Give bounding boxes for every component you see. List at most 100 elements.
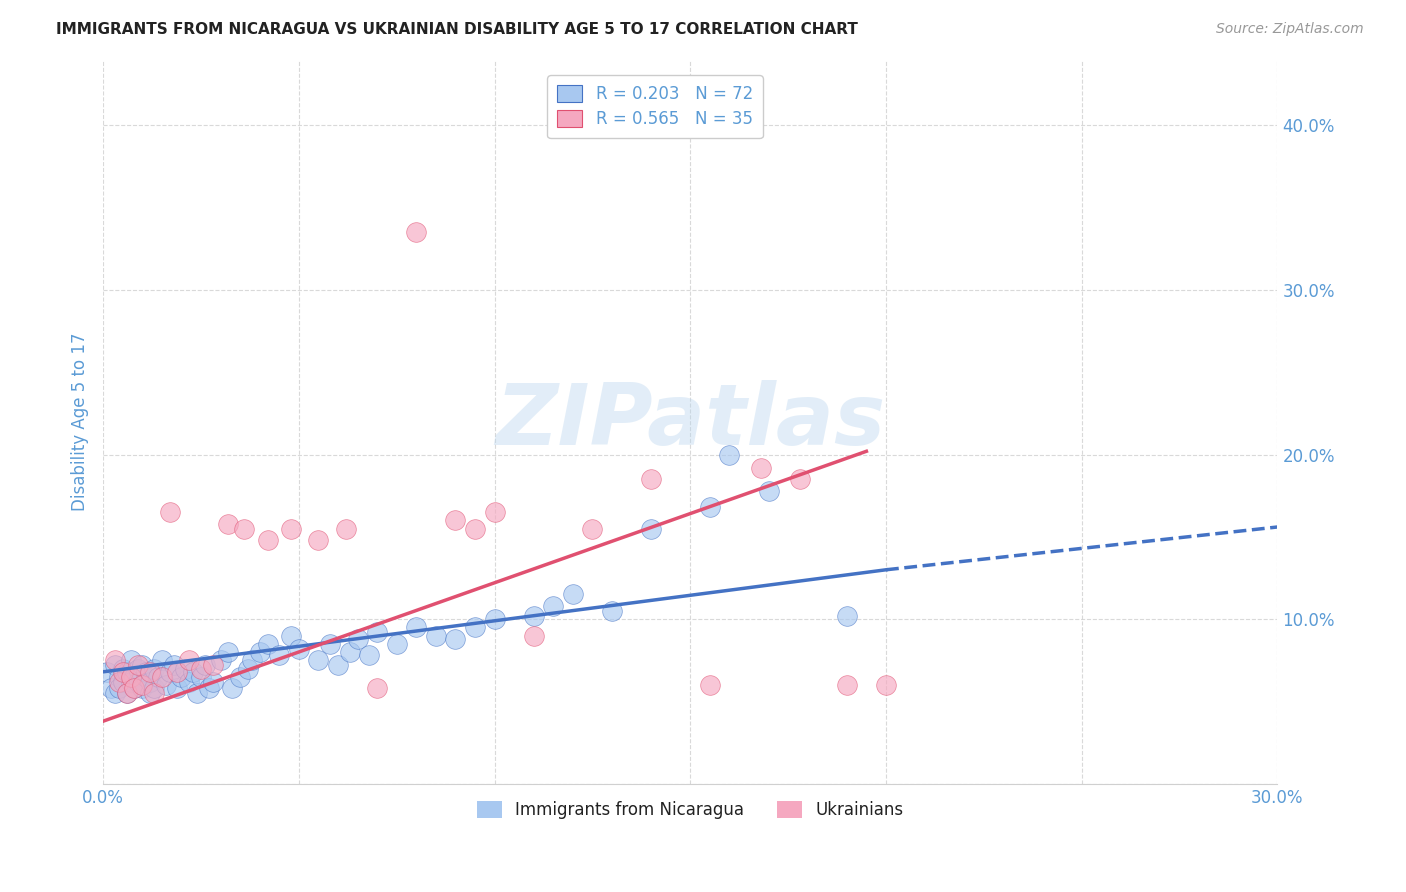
Point <box>640 522 662 536</box>
Point <box>179 653 201 667</box>
Point <box>217 516 239 531</box>
Point <box>115 665 138 679</box>
Point <box>162 658 184 673</box>
Point <box>835 608 858 623</box>
Point <box>444 632 467 646</box>
Point <box>366 681 388 696</box>
Point <box>464 522 486 536</box>
Point <box>288 641 311 656</box>
Text: Source: ZipAtlas.com: Source: ZipAtlas.com <box>1216 22 1364 37</box>
Point <box>484 612 506 626</box>
Point <box>256 533 278 548</box>
Point <box>131 658 153 673</box>
Point <box>233 522 256 536</box>
Point <box>249 645 271 659</box>
Point <box>143 661 166 675</box>
Point <box>135 665 157 679</box>
Point <box>100 681 122 696</box>
Point <box>155 678 177 692</box>
Point <box>104 686 127 700</box>
Point <box>699 500 721 515</box>
Point <box>139 674 162 689</box>
Legend: Immigrants from Nicaragua, Ukrainians: Immigrants from Nicaragua, Ukrainians <box>470 795 911 826</box>
Point <box>464 620 486 634</box>
Point <box>405 620 427 634</box>
Point <box>120 653 142 667</box>
Point <box>444 513 467 527</box>
Text: ZIPatlas: ZIPatlas <box>495 380 886 463</box>
Point <box>181 665 204 679</box>
Point <box>190 670 212 684</box>
Point <box>124 681 146 696</box>
Point <box>150 670 173 684</box>
Point <box>127 674 149 689</box>
Point <box>385 637 408 651</box>
Point <box>159 505 181 519</box>
Point <box>107 681 129 696</box>
Point <box>240 653 263 667</box>
Point <box>319 637 342 651</box>
Point <box>124 681 146 696</box>
Point <box>115 686 138 700</box>
Point <box>523 608 546 623</box>
Point <box>96 665 118 679</box>
Point <box>135 670 157 684</box>
Point <box>127 661 149 675</box>
Point <box>229 670 252 684</box>
Point <box>111 674 134 689</box>
Point <box>339 645 361 659</box>
Point <box>217 645 239 659</box>
Point <box>758 483 780 498</box>
Point <box>179 674 201 689</box>
Point <box>120 670 142 684</box>
Point <box>146 670 169 684</box>
Point <box>115 686 138 700</box>
Point <box>326 658 349 673</box>
Point <box>166 681 188 696</box>
Point <box>124 670 146 684</box>
Point <box>359 648 381 663</box>
Point <box>139 686 162 700</box>
Point <box>749 460 772 475</box>
Point <box>107 670 129 684</box>
Point <box>405 226 427 240</box>
Point <box>221 681 243 696</box>
Point <box>174 661 197 675</box>
Point <box>111 665 134 679</box>
Point <box>307 533 329 548</box>
Point <box>159 665 181 679</box>
Point <box>280 522 302 536</box>
Point <box>170 670 193 684</box>
Point <box>111 661 134 675</box>
Text: IMMIGRANTS FROM NICARAGUA VS UKRAINIAN DISABILITY AGE 5 TO 17 CORRELATION CHART: IMMIGRANTS FROM NICARAGUA VS UKRAINIAN D… <box>56 22 858 37</box>
Point <box>835 678 858 692</box>
Point <box>269 648 291 663</box>
Point <box>198 681 221 696</box>
Point <box>600 604 623 618</box>
Point <box>104 658 127 673</box>
Point <box>120 674 142 689</box>
Point <box>581 522 603 536</box>
Point <box>127 658 149 673</box>
Y-axis label: Disability Age 5 to 17: Disability Age 5 to 17 <box>72 333 89 511</box>
Point <box>335 522 357 536</box>
Point <box>561 587 583 601</box>
Point <box>523 629 546 643</box>
Point <box>280 629 302 643</box>
Point <box>307 653 329 667</box>
Point <box>543 599 565 613</box>
Point <box>139 665 162 679</box>
Point <box>150 653 173 667</box>
Point <box>131 678 153 692</box>
Point <box>366 625 388 640</box>
Point <box>131 681 153 696</box>
Point <box>166 665 188 679</box>
Point <box>484 505 506 519</box>
Point <box>346 632 368 646</box>
Point <box>143 681 166 696</box>
Point <box>201 658 224 673</box>
Point <box>190 661 212 675</box>
Point <box>699 678 721 692</box>
Point <box>256 637 278 651</box>
Point <box>718 448 741 462</box>
